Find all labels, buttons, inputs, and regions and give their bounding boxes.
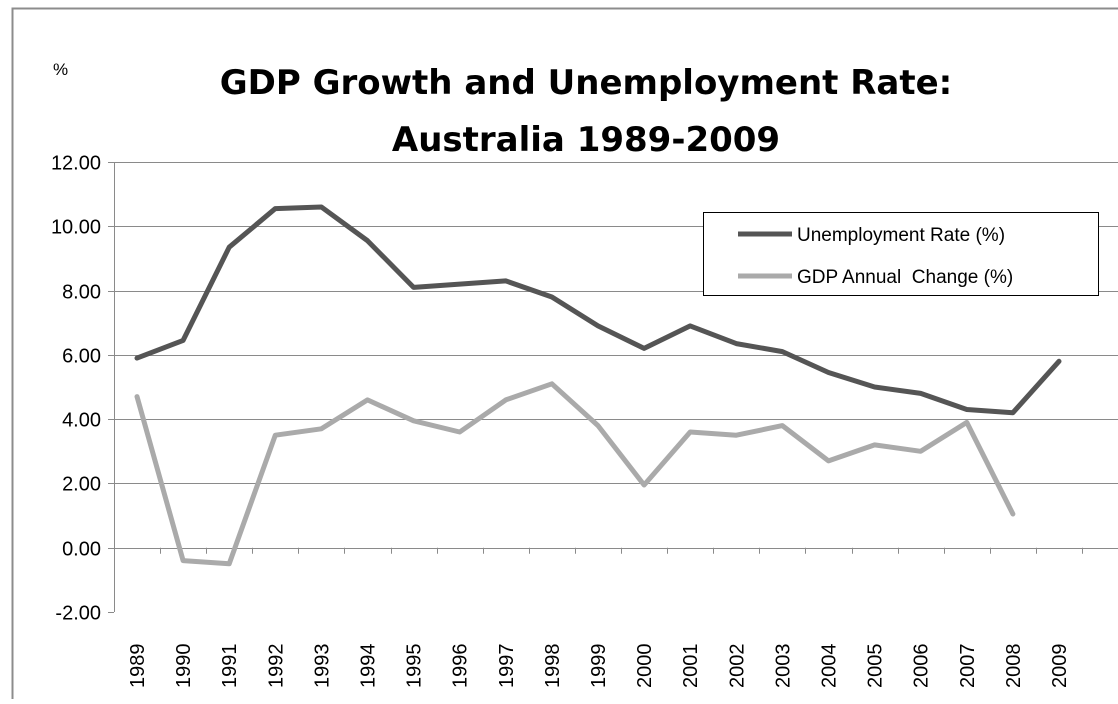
y-tick-label: 8.00 xyxy=(62,282,101,304)
y-tick-label: 4.00 xyxy=(62,410,101,432)
x-tick-label: 2006 xyxy=(911,644,933,689)
x-tick-label: 1998 xyxy=(542,644,564,689)
x-tick-labels: 1989 1990 1991 1992 1993 1994 1995 1996 1997 1998… xyxy=(127,644,1071,689)
y-tick-label: 6.00 xyxy=(62,346,101,368)
y-tick-label: 12.00 xyxy=(51,153,101,175)
x-tick-label: 1996 xyxy=(450,644,472,689)
chart-title-line-1: GDP Growth and Unemployment Rate: xyxy=(220,63,953,103)
x-tick-label: 2005 xyxy=(865,644,887,689)
x-tick-label: 1994 xyxy=(358,644,380,689)
legend-label-gdp: GDP Annual Change (%) xyxy=(797,267,1013,288)
x-tick-label: 1997 xyxy=(496,644,518,689)
x-tick-label: 2003 xyxy=(772,644,794,689)
x-tick-label: 2009 xyxy=(1049,644,1071,689)
x-tick-label: 1991 xyxy=(219,644,241,689)
x-tick-label: 2008 xyxy=(1003,644,1025,689)
x-tick-label: 2002 xyxy=(726,644,748,689)
y-tick-label: 10.00 xyxy=(51,217,101,239)
x-tick-label: 2000 xyxy=(634,644,656,689)
legend: Unemployment Rate (%) GDP Annual Change … xyxy=(704,213,1099,296)
x-tick-label: 2004 xyxy=(819,644,841,689)
x-tick-label: 2007 xyxy=(957,644,979,689)
x-tick-label: 1995 xyxy=(404,644,426,689)
y-tick-label: -2.00 xyxy=(55,603,101,625)
chart-frame xyxy=(13,9,1118,700)
x-tick-label: 1992 xyxy=(265,644,287,689)
x-tick-label: 2001 xyxy=(680,644,702,689)
x-tick-label: 1990 xyxy=(173,644,195,689)
x-tick-label: 1999 xyxy=(588,644,610,689)
y-tick-label: 0.00 xyxy=(62,539,101,561)
y-axis-unit-label: % xyxy=(53,60,68,79)
legend-label-unemployment: Unemployment Rate (%) xyxy=(797,225,1005,246)
x-tick-label: 1989 xyxy=(127,644,149,689)
x-tick-label: 1993 xyxy=(311,644,333,689)
y-tick-label: 2.00 xyxy=(62,474,101,496)
chart-title-line-2: Australia 1989-2009 xyxy=(392,120,780,160)
